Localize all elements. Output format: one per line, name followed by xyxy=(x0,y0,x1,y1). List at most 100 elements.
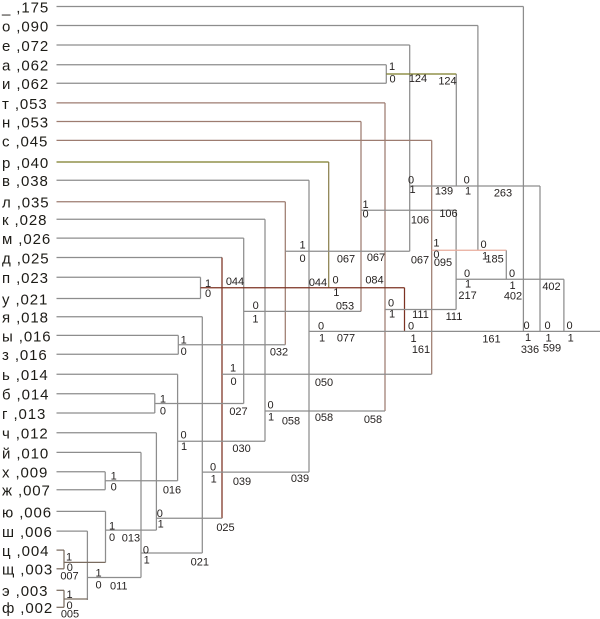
svg-text:1: 1 xyxy=(433,237,439,249)
svg-text:у ,021: у ,021 xyxy=(2,291,48,308)
svg-text:0: 0 xyxy=(157,508,163,520)
svg-text:0: 0 xyxy=(160,406,166,418)
svg-text:1: 1 xyxy=(409,184,415,196)
svg-text:0: 0 xyxy=(111,482,117,494)
svg-text:1: 1 xyxy=(333,287,339,299)
svg-text:1: 1 xyxy=(509,280,515,292)
svg-text:1: 1 xyxy=(389,309,395,321)
svg-text:1: 1 xyxy=(66,589,72,601)
svg-text:1: 1 xyxy=(230,362,236,374)
svg-text:ж ,007: ж ,007 xyxy=(2,483,51,500)
svg-text:_ ,175: _ ,175 xyxy=(1,0,49,16)
svg-text:067: 067 xyxy=(411,255,429,267)
svg-text:0: 0 xyxy=(388,298,394,310)
svg-text:1: 1 xyxy=(160,393,166,405)
svg-text:0: 0 xyxy=(408,321,414,333)
svg-text:124: 124 xyxy=(409,73,427,85)
svg-text:1: 1 xyxy=(66,552,72,564)
svg-text:1: 1 xyxy=(525,332,531,344)
svg-text:0: 0 xyxy=(433,249,439,261)
svg-text:021: 021 xyxy=(191,557,209,569)
svg-text:м ,026: м ,026 xyxy=(2,231,51,248)
svg-text:1: 1 xyxy=(465,186,471,198)
svg-text:х ,009: х ,009 xyxy=(2,465,48,482)
svg-text:щ ,003: щ ,003 xyxy=(2,562,53,579)
svg-text:к ,028: к ,028 xyxy=(2,212,47,229)
svg-text:032: 032 xyxy=(270,346,288,358)
svg-text:1: 1 xyxy=(545,333,551,345)
svg-text:о ,090: о ,090 xyxy=(2,18,49,35)
svg-text:1: 1 xyxy=(389,61,395,73)
svg-text:0: 0 xyxy=(66,600,72,612)
svg-text:067: 067 xyxy=(337,254,355,266)
svg-text:0: 0 xyxy=(464,268,470,280)
svg-text:050: 050 xyxy=(315,377,333,389)
svg-text:053: 053 xyxy=(336,301,354,313)
svg-text:ы ,016: ы ,016 xyxy=(2,328,52,345)
svg-text:011: 011 xyxy=(110,580,128,592)
svg-text:1: 1 xyxy=(465,278,471,290)
svg-text:039: 039 xyxy=(291,473,309,485)
svg-text:217: 217 xyxy=(458,290,476,302)
svg-text:з ,016: з ,016 xyxy=(2,347,48,364)
svg-text:025: 025 xyxy=(216,522,234,534)
svg-text:111: 111 xyxy=(446,311,463,323)
svg-text:1: 1 xyxy=(362,199,368,211)
svg-text:0: 0 xyxy=(332,275,338,287)
svg-text:1: 1 xyxy=(109,520,115,532)
svg-text:0: 0 xyxy=(299,253,305,265)
svg-text:1: 1 xyxy=(482,250,488,262)
svg-text:1: 1 xyxy=(95,568,101,580)
svg-text:1: 1 xyxy=(158,519,164,531)
svg-text:0: 0 xyxy=(205,288,211,300)
svg-text:с ,045: с ,045 xyxy=(2,133,48,150)
svg-text:0: 0 xyxy=(408,175,414,187)
svg-text:013: 013 xyxy=(122,533,140,545)
svg-text:1: 1 xyxy=(568,333,574,345)
svg-text:336: 336 xyxy=(521,344,539,356)
svg-text:139: 139 xyxy=(435,186,453,198)
svg-text:ф ,002: ф ,002 xyxy=(2,600,53,617)
svg-text:016: 016 xyxy=(163,485,181,497)
svg-text:0: 0 xyxy=(181,346,187,358)
svg-text:044: 044 xyxy=(309,277,327,289)
svg-text:0: 0 xyxy=(389,74,395,86)
svg-text:а ,062: а ,062 xyxy=(2,58,49,75)
svg-text:ю ,006: ю ,006 xyxy=(2,504,52,521)
svg-text:106: 106 xyxy=(411,214,429,226)
svg-text:р ,040: р ,040 xyxy=(2,155,49,172)
svg-text:т ,053: т ,053 xyxy=(2,96,48,113)
svg-text:077: 077 xyxy=(337,333,355,345)
svg-text:084: 084 xyxy=(365,275,383,287)
svg-text:111: 111 xyxy=(412,309,429,321)
svg-text:0: 0 xyxy=(509,268,515,280)
svg-text:0: 0 xyxy=(524,320,530,332)
svg-text:039: 039 xyxy=(233,476,251,488)
svg-text:095: 095 xyxy=(434,257,452,269)
svg-text:1: 1 xyxy=(268,412,274,424)
svg-text:0: 0 xyxy=(180,430,186,442)
svg-text:б ,014: б ,014 xyxy=(2,387,49,404)
svg-text:в ,038: в ,038 xyxy=(2,173,49,190)
svg-text:й ,010: й ,010 xyxy=(2,445,49,462)
svg-text:161: 161 xyxy=(412,344,430,356)
svg-text:1: 1 xyxy=(111,471,117,483)
svg-text:л ,035: л ,035 xyxy=(2,195,50,212)
svg-text:0: 0 xyxy=(95,580,101,592)
svg-text:ц ,004: ц ,004 xyxy=(2,543,49,560)
svg-text:д ,025: д ,025 xyxy=(2,250,50,267)
svg-text:е ,072: е ,072 xyxy=(2,38,49,55)
svg-text:п ,023: п ,023 xyxy=(2,270,49,287)
svg-text:185: 185 xyxy=(485,254,503,266)
svg-text:г ,013: г ,013 xyxy=(2,406,46,423)
svg-text:1: 1 xyxy=(299,240,305,252)
svg-text:0: 0 xyxy=(231,376,237,388)
svg-text:1: 1 xyxy=(319,333,325,345)
svg-text:106: 106 xyxy=(439,208,457,220)
svg-text:0: 0 xyxy=(566,320,572,332)
svg-text:402: 402 xyxy=(542,281,560,293)
svg-text:067: 067 xyxy=(367,252,385,264)
svg-text:124: 124 xyxy=(438,76,456,88)
svg-text:005: 005 xyxy=(61,609,79,619)
svg-text:1: 1 xyxy=(181,334,187,346)
